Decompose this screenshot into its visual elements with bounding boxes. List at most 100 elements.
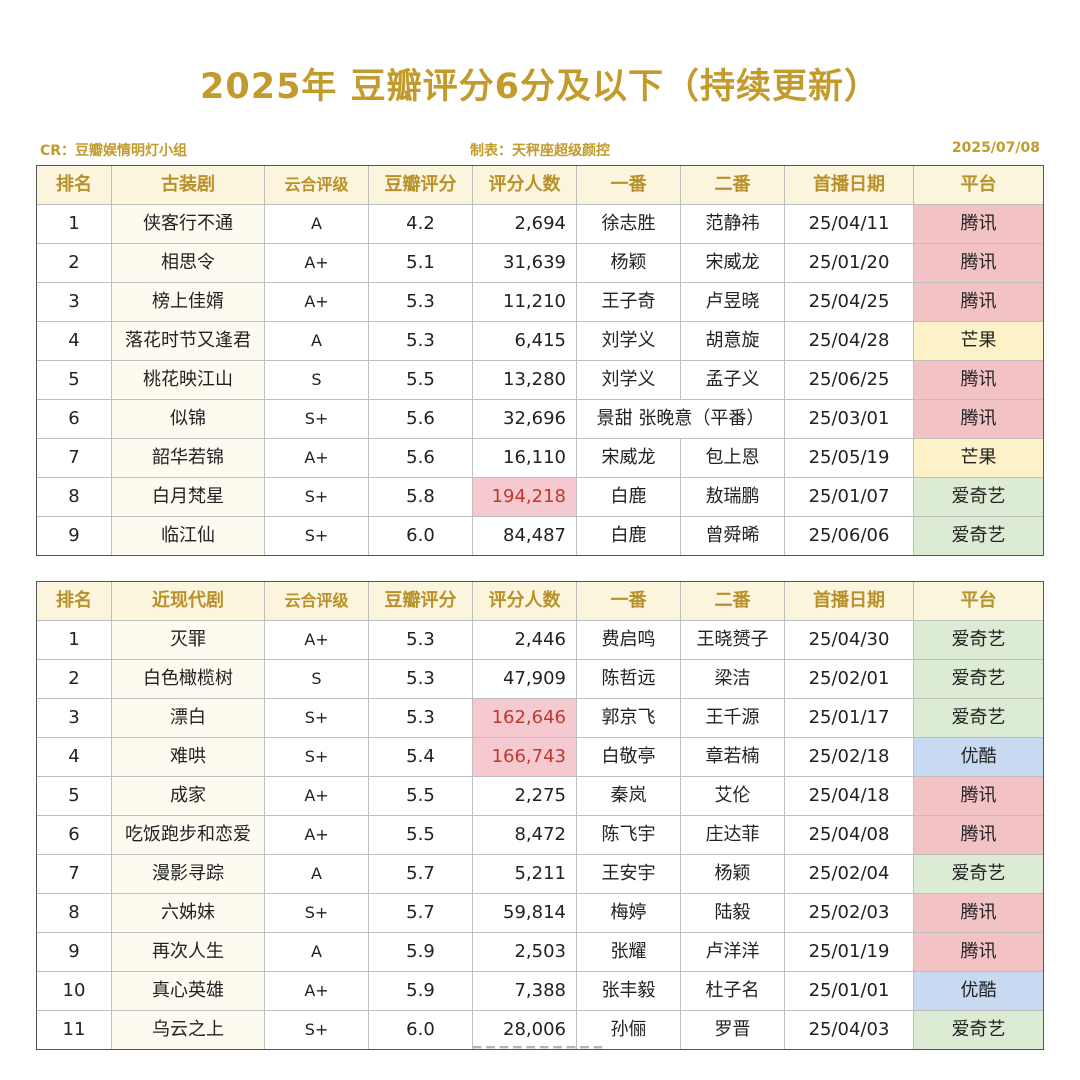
header-score: 豆瓣评分 — [369, 582, 473, 620]
score-cell: 5.4 — [369, 738, 473, 776]
rating-count-cell: 59,814 — [473, 894, 577, 932]
rating-count-cell: 28,006 — [473, 1011, 577, 1049]
lead2-cell: 杨颖 — [681, 855, 785, 893]
lead2-cell: 范静祎 — [681, 205, 785, 243]
leads-merged-cell: 景甜 张晚意（平番） — [577, 400, 785, 438]
credit-text: CR：豆瓣娱情明灯小组 — [40, 143, 188, 159]
lead1-cell: 郭京飞 — [577, 699, 681, 737]
grade-cell: A+ — [265, 621, 369, 659]
table-row: 4 难哄 S+ 5.4 166,743 白敬亭 章若楠 25/02/18 优酷 — [37, 738, 1043, 777]
rating-count-cell: 31,639 — [473, 244, 577, 282]
lead2-cell: 宋威龙 — [681, 244, 785, 282]
grade-cell: A — [265, 322, 369, 360]
platform-cell: 优酷 — [914, 972, 1043, 1010]
rank-cell: 5 — [37, 777, 112, 815]
grade-cell: S+ — [265, 400, 369, 438]
rank-cell: 8 — [37, 894, 112, 932]
table-row: 1 侠客行不通 A 4.2 2,694 徐志胜 范静祎 25/04/11 腾讯 — [37, 205, 1043, 244]
premiere-date-cell: 25/06/25 — [785, 361, 914, 399]
lead1-cell: 王子奇 — [577, 283, 681, 321]
rank-cell: 7 — [37, 439, 112, 477]
grade-cell: A+ — [265, 972, 369, 1010]
table-row: 3 漂白 S+ 5.3 162,646 郭京飞 王千源 25/01/17 爱奇艺 — [37, 699, 1043, 738]
lead1-cell: 王安宇 — [577, 855, 681, 893]
score-cell: 6.0 — [369, 517, 473, 555]
maker-text: 制表：天秤座超级颜控 — [470, 143, 610, 159]
rank-cell: 3 — [37, 699, 112, 737]
premiere-date-cell: 25/01/17 — [785, 699, 914, 737]
title-cell: 漫影寻踪 — [112, 855, 265, 893]
platform-cell: 腾讯 — [914, 894, 1043, 932]
lead1-cell: 秦岚 — [577, 777, 681, 815]
premiere-date-cell: 25/02/04 — [785, 855, 914, 893]
rank-cell: 4 — [37, 322, 112, 360]
score-cell: 5.8 — [369, 478, 473, 516]
score-cell: 5.7 — [369, 894, 473, 932]
lead2-cell: 庄达菲 — [681, 816, 785, 854]
rating-count-cell: 2,694 — [473, 205, 577, 243]
grade-cell: S+ — [265, 478, 369, 516]
score-cell: 5.3 — [369, 283, 473, 321]
platform-cell: 腾讯 — [914, 933, 1043, 971]
header-count: 评分人数 — [473, 166, 577, 204]
platform-cell: 芒果 — [914, 439, 1043, 477]
lead2-cell: 杜子名 — [681, 972, 785, 1010]
title-cell: 白月梵星 — [112, 478, 265, 516]
title-cell: 白色橄榄树 — [112, 660, 265, 698]
lead1-cell: 陈飞宇 — [577, 816, 681, 854]
platform-cell: 腾讯 — [914, 283, 1043, 321]
rank-cell: 2 — [37, 660, 112, 698]
premiere-date-cell: 25/04/28 — [785, 322, 914, 360]
title-cell: 相思令 — [112, 244, 265, 282]
grade-cell: S+ — [265, 699, 369, 737]
score-cell: 5.5 — [369, 816, 473, 854]
table-row: 6 吃饭跑步和恋爱 A+ 5.5 8,472 陈飞宇 庄达菲 25/04/08 腾讯 — [37, 816, 1043, 855]
title-cell: 临江仙 — [112, 517, 265, 555]
premiere-date-cell: 25/01/19 — [785, 933, 914, 971]
rank-cell: 11 — [37, 1011, 112, 1049]
lead1-cell: 徐志胜 — [577, 205, 681, 243]
table-row: 8 白月梵星 S+ 5.8 194,218 白鹿 敖瑞鹏 25/01/07 爱奇艺 — [37, 478, 1043, 517]
title-cell: 桃花映江山 — [112, 361, 265, 399]
rating-count-cell: 16,110 — [473, 439, 577, 477]
lead1-cell: 刘学义 — [577, 361, 681, 399]
rank-cell: 5 — [37, 361, 112, 399]
rank-cell: 10 — [37, 972, 112, 1010]
table-row: 9 临江仙 S+ 6.0 84,487 白鹿 曾舜晞 25/06/06 爱奇艺 — [37, 517, 1043, 555]
score-cell: 5.9 — [369, 933, 473, 971]
rating-count-cell: 11,210 — [473, 283, 577, 321]
table-row: 5 成家 A+ 5.5 2,275 秦岚 艾伦 25/04/18 腾讯 — [37, 777, 1043, 816]
lead1-cell: 刘学义 — [577, 322, 681, 360]
lead2-cell: 艾伦 — [681, 777, 785, 815]
header-lead1: 一番 — [577, 582, 681, 620]
watermark: ━━━━━━━━━━ — [472, 1040, 608, 1056]
grade-cell: A+ — [265, 777, 369, 815]
grade-cell: A+ — [265, 816, 369, 854]
rank-cell: 4 — [37, 738, 112, 776]
grade-cell: S+ — [265, 894, 369, 932]
platform-cell: 腾讯 — [914, 244, 1043, 282]
premiere-date-cell: 25/04/18 — [785, 777, 914, 815]
rank-cell: 1 — [37, 205, 112, 243]
title-cell: 榜上佳婿 — [112, 283, 265, 321]
header-lead2: 二番 — [681, 166, 785, 204]
premiere-date-cell: 25/02/18 — [785, 738, 914, 776]
platform-cell: 爱奇艺 — [914, 478, 1043, 516]
lead2-cell: 卢昱晓 — [681, 283, 785, 321]
grade-cell: A — [265, 855, 369, 893]
lead1-cell: 白鹿 — [577, 517, 681, 555]
title-cell: 成家 — [112, 777, 265, 815]
title-cell: 难哄 — [112, 738, 265, 776]
lead2-cell: 孟子义 — [681, 361, 785, 399]
lead2-cell: 敖瑞鹏 — [681, 478, 785, 516]
platform-cell: 爱奇艺 — [914, 621, 1043, 659]
rating-count-cell: 32,696 — [473, 400, 577, 438]
rating-count-cell: 84,487 — [473, 517, 577, 555]
grade-cell: S+ — [265, 1011, 369, 1049]
header-grade: 云合评级 — [265, 582, 369, 620]
score-cell: 5.5 — [369, 777, 473, 815]
table-row: 8 六姊妹 S+ 5.7 59,814 梅婷 陆毅 25/02/03 腾讯 — [37, 894, 1043, 933]
lead2-cell: 胡意旋 — [681, 322, 785, 360]
rank-cell: 2 — [37, 244, 112, 282]
lead1-cell: 孙俪 — [577, 1011, 681, 1049]
